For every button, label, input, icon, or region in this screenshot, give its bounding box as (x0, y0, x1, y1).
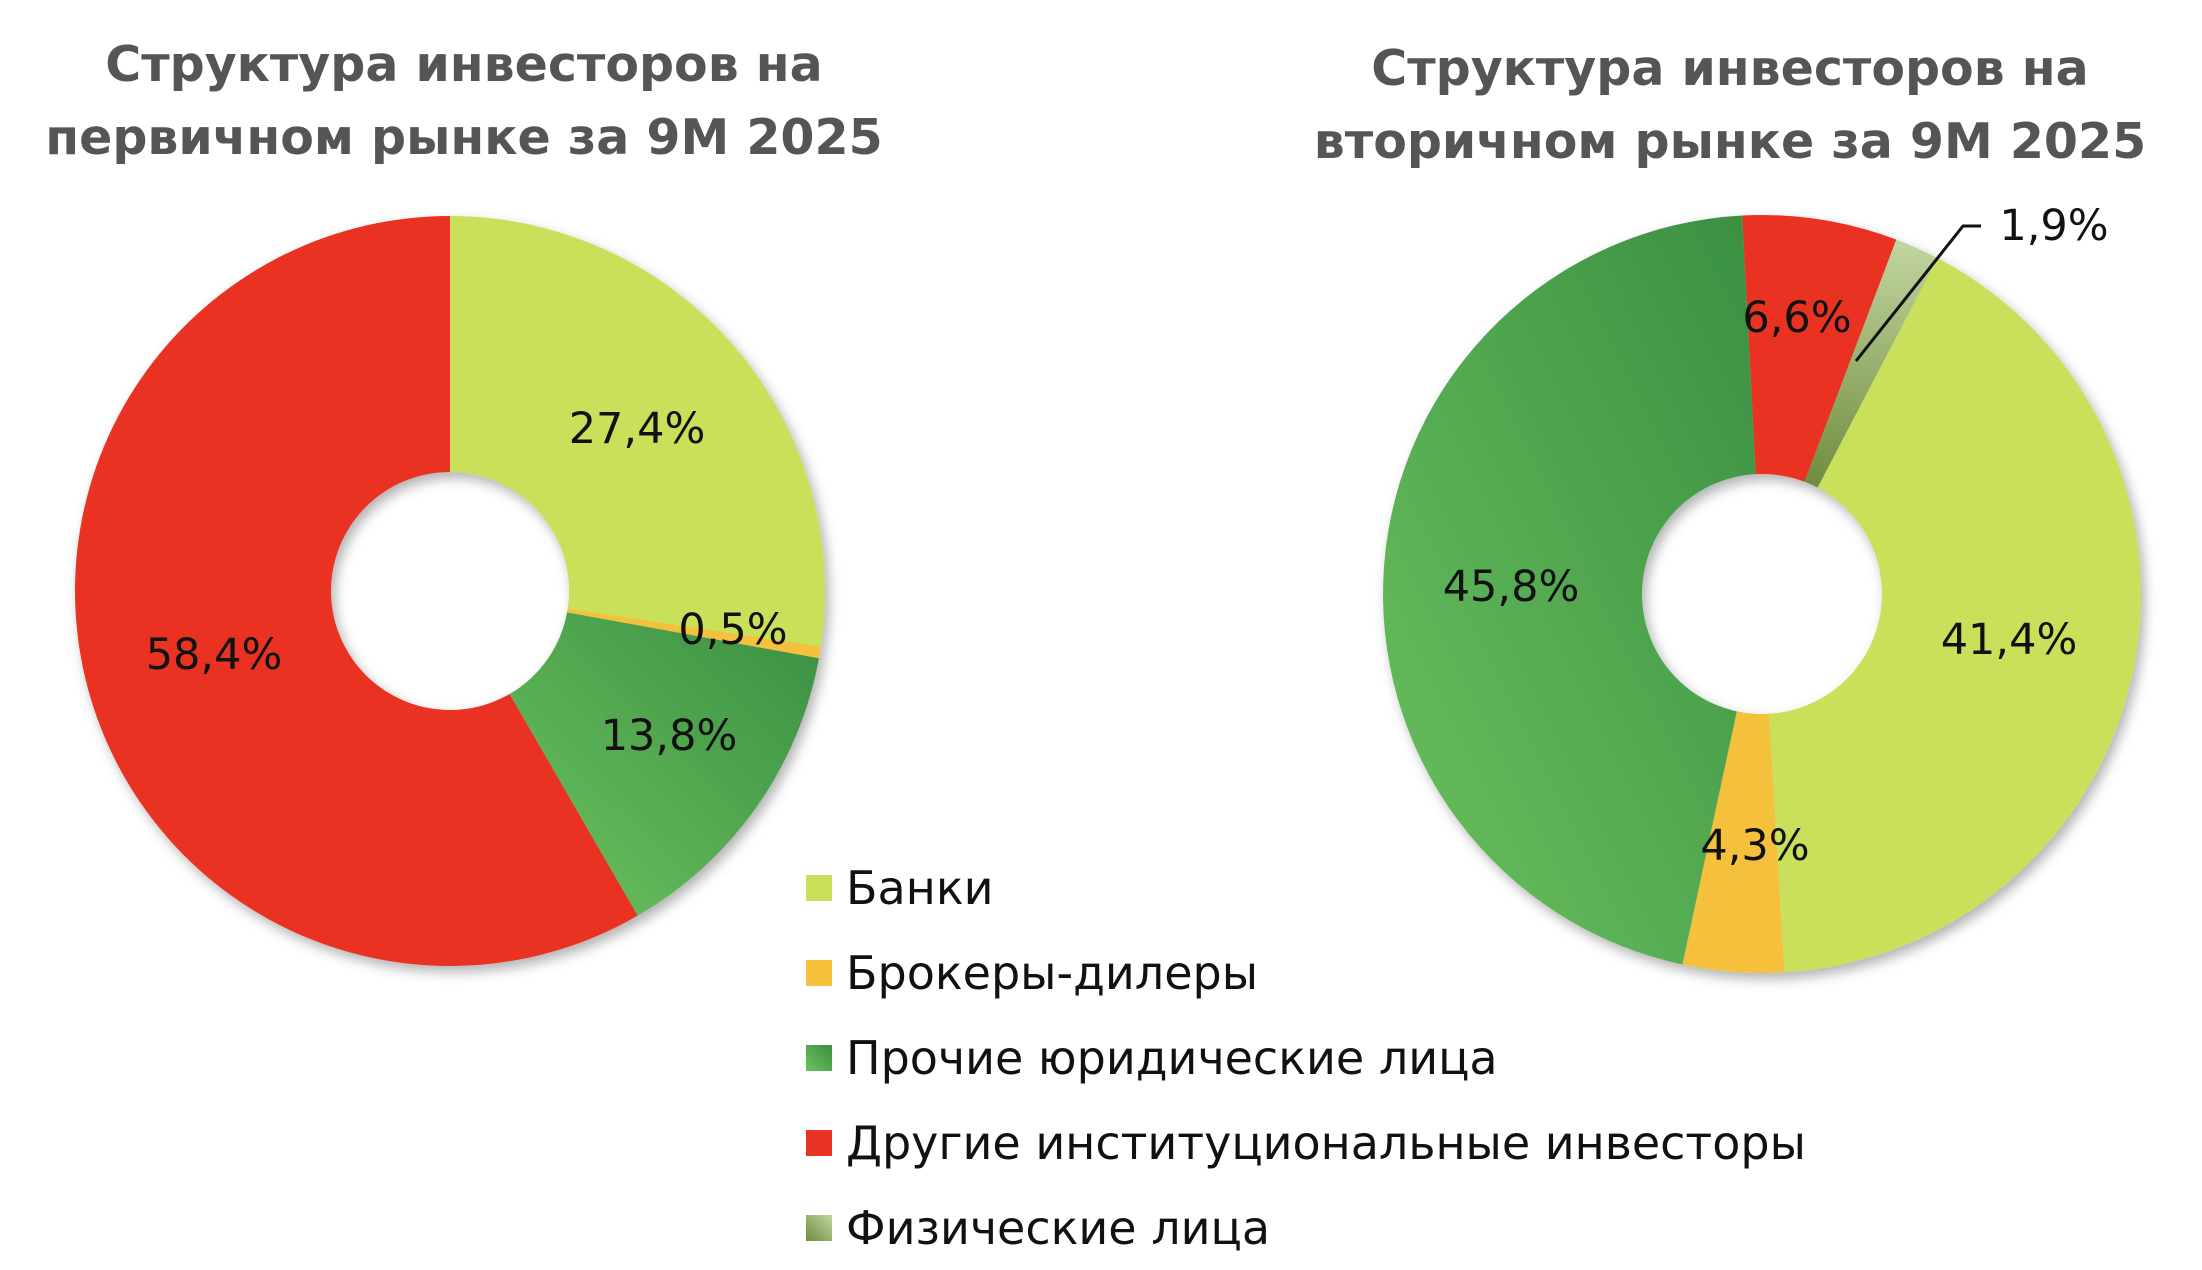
slice-2 (567, 608, 821, 659)
legend-item-prochie: Прочие юридические лица (806, 1015, 1806, 1100)
legend-label: Банки (846, 860, 994, 915)
label-left-drugie: 58,4% (145, 630, 283, 680)
legend-swatch (806, 1129, 832, 1156)
legend: Банки Брокеры-дилеры Прочие юридические … (806, 845, 1806, 1270)
legend-item-banki: Банки (806, 845, 1806, 930)
slice-4 (1682, 711, 1785, 973)
legend-swatch (806, 959, 832, 986)
slice-3 (509, 612, 819, 916)
left-title-line-2: первичном рынке за 9М 2025 (45, 109, 883, 166)
label-right-banki: 41,4% (1940, 615, 2078, 665)
right-title-line-2: вторичном рынке за 9М 2025 (1313, 113, 2147, 170)
legend-item-fizicheskie: Физические лица (806, 1185, 1806, 1270)
label-right-brokery: 4,3% (1700, 821, 1810, 871)
left-donut (74, 216, 825, 966)
right-title-line-1: Структура инвесторов на (1371, 40, 2089, 97)
label-left-brokery: 0,5% (678, 605, 788, 655)
right-chart-title: Структура инвесторов на вторичном рынке … (1230, 32, 2202, 178)
left-title-line-1: Структура инвесторов на (105, 36, 823, 93)
slice-5 (1383, 215, 1756, 965)
legend-label: Прочие юридические лица (846, 1030, 1498, 1085)
label-right-prochie: 45,8% (1442, 562, 1580, 612)
right-donut (1383, 215, 2142, 973)
slice-3 (1769, 258, 2142, 973)
legend-swatch (806, 874, 832, 901)
left-chart-title: Структура инвесторов на первичном рынке … (0, 28, 964, 174)
legend-swatch (806, 1044, 832, 1071)
slice-4 (74, 216, 638, 966)
legend-swatch (806, 1214, 832, 1241)
callout-line-fizicheskie (1854, 224, 1981, 362)
slice-1 (450, 216, 825, 647)
slice-1 (1742, 215, 1897, 482)
legend-item-brokery: Брокеры-дилеры (806, 930, 1806, 1015)
legend-label: Брокеры-дилеры (846, 945, 1259, 1000)
legend-label: Физические лица (846, 1200, 1271, 1255)
label-left-prochie: 13,8% (600, 711, 738, 761)
label-right-fizicheskie: 1,9% (1999, 201, 2109, 251)
label-left-banki: 27,4% (568, 404, 706, 454)
label-right-drugie: 6,6% (1742, 293, 1852, 343)
legend-item-drugie: Другие институциональные инвесторы (806, 1100, 1806, 1185)
legend-label: Другие институциональные инвесторы (846, 1115, 1806, 1170)
